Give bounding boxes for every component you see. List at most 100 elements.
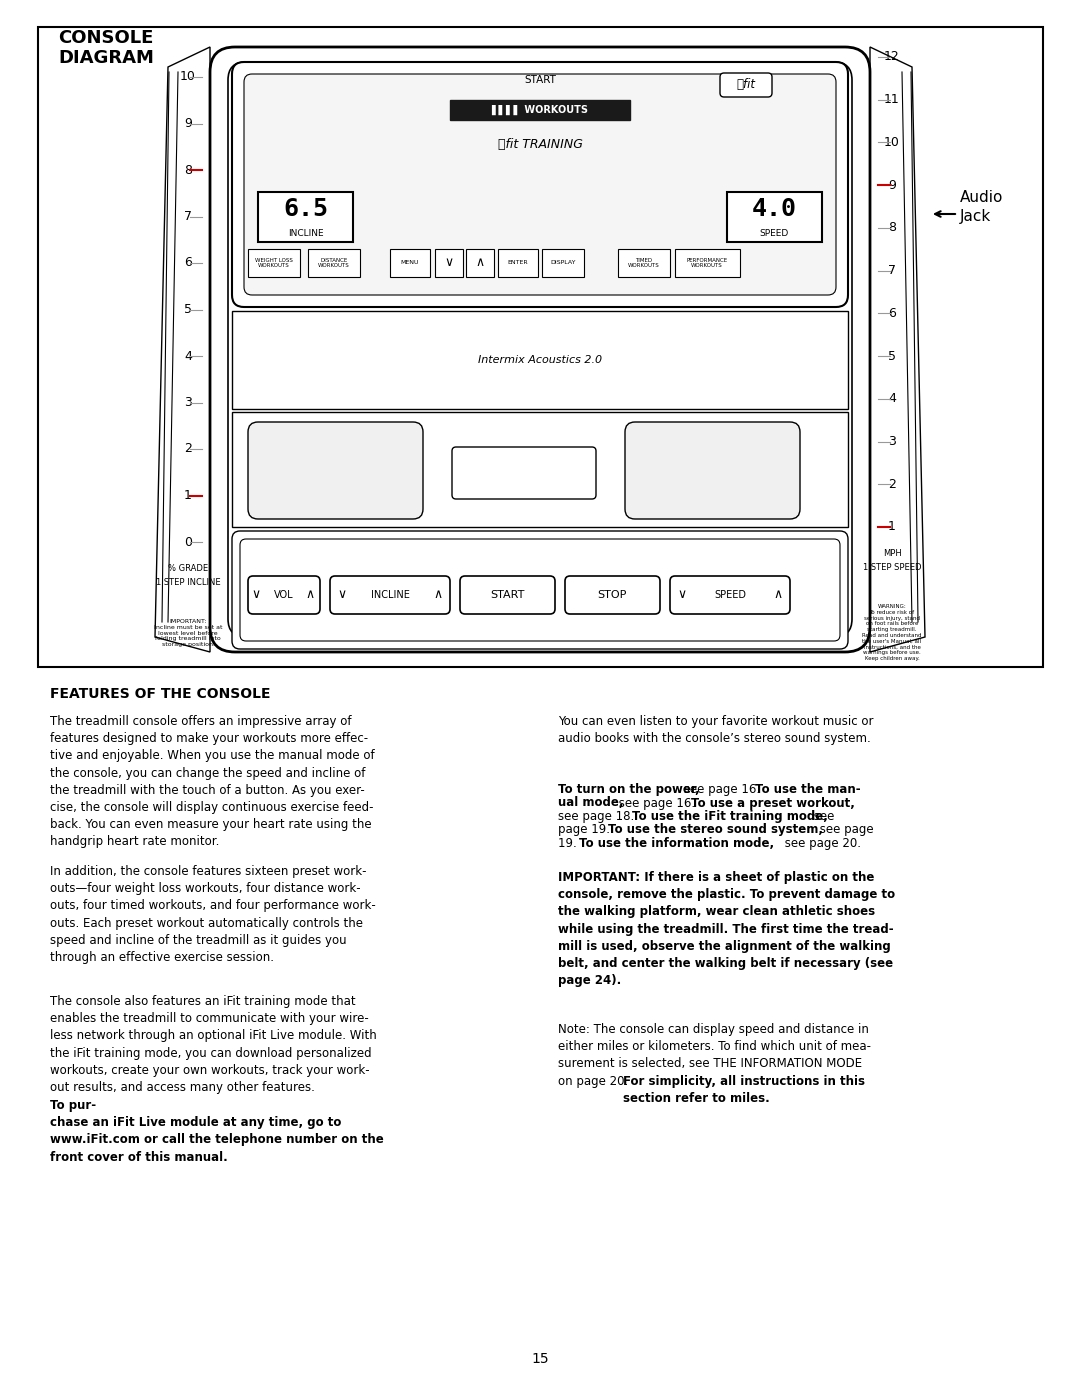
Text: Intermix Acoustics 2.0: Intermix Acoustics 2.0 — [478, 355, 602, 365]
Text: VOL: VOL — [274, 590, 294, 599]
Text: START: START — [524, 75, 556, 85]
Text: ∧: ∧ — [306, 588, 314, 602]
Text: 1 STEP INCLINE: 1 STEP INCLINE — [156, 578, 220, 587]
Text: To pur-
chase an iFit Live module at any time, go to
www.iFit.com or call the te: To pur- chase an iFit Live module at any… — [50, 1099, 383, 1164]
Text: 10: 10 — [180, 70, 195, 84]
Text: Note: The console can display speed and distance in
either miles or kilometers. : Note: The console can display speed and … — [558, 1023, 870, 1088]
Text: see page: see page — [816, 823, 874, 837]
Text: IMPORTANT:
Incline must be set at
lowest level before
folding treadmill into
sto: IMPORTANT: Incline must be set at lowest… — [153, 619, 222, 647]
Text: 9: 9 — [184, 117, 192, 130]
Bar — [232, 412, 848, 527]
Text: STOP: STOP — [597, 590, 626, 599]
FancyBboxPatch shape — [720, 73, 772, 96]
Bar — [308, 249, 360, 277]
Bar — [450, 101, 630, 120]
Text: DISTANCE
WORKOUTS: DISTANCE WORKOUTS — [319, 257, 350, 268]
Text: 8: 8 — [184, 163, 192, 176]
Text: 11: 11 — [885, 94, 900, 106]
Text: 0: 0 — [184, 535, 192, 549]
Bar — [542, 249, 584, 277]
Text: For simplicity, all instructions in this
section refer to miles.: For simplicity, all instructions in this… — [623, 1076, 865, 1105]
Text: ⓘfit TRAINING: ⓘfit TRAINING — [498, 137, 582, 151]
Text: CONSOLE
DIAGRAM: CONSOLE DIAGRAM — [58, 29, 153, 67]
Bar — [390, 249, 430, 277]
Text: ∨: ∨ — [445, 257, 454, 270]
Text: 1 STEP SPEED: 1 STEP SPEED — [863, 563, 921, 571]
Text: You can even listen to your favorite workout music or
audio books with the conso: You can even listen to your favorite wor… — [558, 715, 874, 745]
FancyBboxPatch shape — [232, 531, 848, 650]
FancyBboxPatch shape — [670, 576, 789, 615]
Text: ENTER: ENTER — [508, 260, 528, 265]
Text: WEIGHT LOSS
WORKOUTS: WEIGHT LOSS WORKOUTS — [255, 257, 293, 268]
Text: FEATURES OF THE CONSOLE: FEATURES OF THE CONSOLE — [50, 687, 270, 701]
Text: WARNING:
To reduce risk of
serious injury, stand
on foot rails before
starting t: WARNING: To reduce risk of serious injur… — [862, 604, 921, 661]
Text: 6.5: 6.5 — [283, 197, 328, 221]
Text: see page 16.: see page 16. — [615, 796, 699, 809]
Text: 5: 5 — [184, 303, 192, 316]
Text: 5: 5 — [888, 349, 896, 363]
Text: 1: 1 — [184, 489, 192, 502]
Text: The treadmill console offers an impressive array of
features designed to make yo: The treadmill console offers an impressi… — [50, 715, 375, 848]
Text: PERFORMANCE
WORKOUTS: PERFORMANCE WORKOUTS — [687, 257, 728, 268]
Bar — [248, 249, 300, 277]
Text: ⓘfit: ⓘfit — [737, 78, 756, 91]
Text: Audio
Jack: Audio Jack — [960, 190, 1003, 224]
Text: INCLINE: INCLINE — [370, 590, 409, 599]
Text: MPH: MPH — [882, 549, 902, 557]
Text: 10: 10 — [885, 136, 900, 149]
Text: To turn on the power,: To turn on the power, — [558, 782, 700, 796]
Text: see page 16.: see page 16. — [680, 782, 764, 796]
Text: DISPLAY: DISPLAY — [550, 260, 576, 265]
Text: 3: 3 — [888, 434, 896, 448]
Text: ual mode,: ual mode, — [558, 796, 623, 809]
Text: SPEED: SPEED — [760, 229, 789, 239]
FancyBboxPatch shape — [330, 576, 450, 615]
FancyBboxPatch shape — [244, 74, 836, 295]
Text: 7: 7 — [888, 264, 896, 277]
Text: ∨: ∨ — [337, 588, 347, 602]
FancyBboxPatch shape — [565, 576, 660, 615]
Text: 3: 3 — [184, 395, 192, 409]
Text: 4: 4 — [888, 393, 896, 405]
FancyBboxPatch shape — [460, 576, 555, 615]
Bar — [675, 249, 740, 277]
Text: ∨: ∨ — [252, 588, 260, 602]
Text: 1: 1 — [888, 521, 896, 534]
Text: TIMED
WORKOUTS: TIMED WORKOUTS — [629, 257, 660, 268]
Text: ∧: ∧ — [433, 588, 443, 602]
Text: see page 18.: see page 18. — [558, 810, 638, 823]
Text: 15: 15 — [531, 1352, 549, 1366]
FancyBboxPatch shape — [228, 61, 852, 637]
Text: 2: 2 — [184, 443, 192, 455]
Bar — [258, 191, 353, 242]
Text: To use the iFit training mode,: To use the iFit training mode, — [632, 810, 828, 823]
Text: 8: 8 — [888, 221, 896, 235]
Text: To use the information mode,: To use the information mode, — [579, 837, 774, 849]
Text: 9: 9 — [888, 179, 896, 191]
Bar — [38, 27, 1043, 666]
Text: ∧: ∧ — [773, 588, 783, 602]
FancyBboxPatch shape — [453, 447, 596, 499]
Text: INCLINE: INCLINE — [287, 229, 323, 239]
Bar — [232, 312, 848, 409]
Text: In addition, the console features sixteen preset work-
outs—four weight loss wor: In addition, the console features sixtee… — [50, 865, 376, 964]
Text: 12: 12 — [885, 50, 900, 63]
Bar — [727, 191, 822, 242]
FancyBboxPatch shape — [248, 576, 320, 615]
Text: page 19.: page 19. — [558, 823, 613, 837]
Text: 7: 7 — [184, 210, 192, 224]
Text: 6: 6 — [888, 307, 896, 320]
Text: ▌▌▌▌ WORKOUTS: ▌▌▌▌ WORKOUTS — [491, 105, 589, 115]
Bar — [618, 249, 670, 277]
Text: To use the stereo sound system,: To use the stereo sound system, — [608, 823, 823, 837]
Text: START: START — [490, 590, 524, 599]
Text: see page 20.: see page 20. — [781, 837, 861, 849]
Text: 6: 6 — [184, 257, 192, 270]
Text: ∧: ∧ — [475, 257, 485, 270]
Text: The console also features an iFit training mode that
enables the treadmill to co: The console also features an iFit traini… — [50, 995, 377, 1094]
Text: To use a preset workout,: To use a preset workout, — [691, 796, 855, 809]
FancyBboxPatch shape — [232, 61, 848, 307]
FancyBboxPatch shape — [240, 539, 840, 641]
Text: MENU: MENU — [401, 260, 419, 265]
Text: 4.0: 4.0 — [752, 197, 797, 221]
